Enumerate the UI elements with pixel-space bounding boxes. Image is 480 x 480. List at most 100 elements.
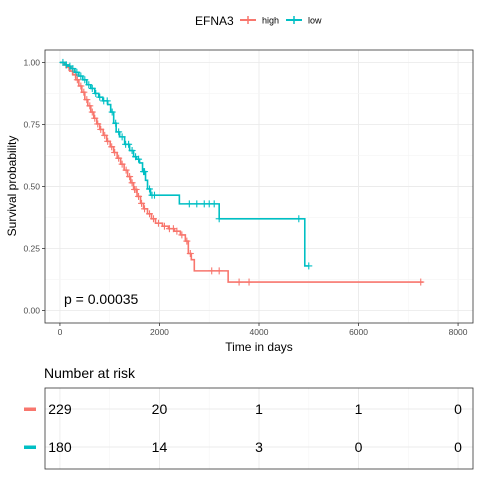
- censor-mark-high: [186, 250, 194, 258]
- censor-mark-high: [135, 192, 143, 200]
- x-tick-label: 4000: [250, 327, 269, 337]
- censor-mark-high: [118, 160, 126, 168]
- p-value-annotation: p = 0.00035: [64, 291, 139, 307]
- legend-title: EFNA3: [195, 14, 234, 28]
- x-tick-label: 8000: [449, 327, 468, 337]
- censor-mark-low: [77, 72, 85, 80]
- censor-mark-high: [91, 114, 99, 122]
- x-axis-ticks: 0 2000 4000 6000 8000: [58, 323, 468, 337]
- risk-table: Number at risk 229 20 1 1 0 180 14 3 0 0: [24, 365, 474, 470]
- censor-mark-high: [141, 205, 149, 213]
- y-tick-label: 0.25: [23, 244, 40, 254]
- risk-table-cells: 229 20 1 1 0 180 14 3 0 0: [24, 401, 462, 455]
- censor-mark-high: [215, 267, 223, 275]
- censor-mark-high: [160, 222, 168, 230]
- risk-row-key-low: [24, 445, 36, 449]
- risk-table-title: Number at risk: [44, 365, 136, 381]
- risk-row-key-high: [24, 407, 36, 411]
- censor-mark-low: [150, 191, 158, 199]
- censor-mark-high: [208, 267, 216, 275]
- y-axis-label: Survival probability: [5, 136, 19, 237]
- censor-mark-high: [80, 88, 88, 96]
- legend-label-low: low: [308, 16, 322, 26]
- x-axis-label: Time in days: [225, 340, 293, 354]
- censor-mark-high: [235, 278, 243, 286]
- y-tick-label: 0.50: [23, 182, 40, 192]
- y-tick-label: 0.00: [23, 306, 40, 316]
- censor-mark-low: [115, 128, 123, 136]
- risk-table-grid: [45, 388, 473, 469]
- censor-mark-low: [185, 200, 193, 208]
- censor-mark-high: [73, 76, 81, 84]
- censor-mark-high: [88, 108, 96, 116]
- x-tick-label: 6000: [349, 327, 368, 337]
- censor-mark-low: [92, 89, 100, 97]
- risk-cell: 3: [255, 439, 263, 455]
- risk-cell: 229: [48, 401, 72, 417]
- censor-mark-low: [141, 168, 149, 176]
- risk-cell: 0: [355, 439, 363, 455]
- censor-mark-low: [112, 119, 120, 127]
- censor-mark-high: [94, 120, 102, 128]
- x-tick-label: 0: [58, 327, 63, 337]
- censor-mark-high: [122, 166, 130, 174]
- risk-cell: 20: [152, 401, 168, 417]
- censor-mark-high: [108, 143, 116, 151]
- risk-table-border: [44, 387, 474, 470]
- censor-mark-low: [62, 61, 70, 69]
- censor-mark-high: [97, 125, 105, 133]
- censor-mark-high: [128, 179, 136, 187]
- censor-mark-high: [101, 131, 109, 139]
- survival-curves: [59, 58, 425, 286]
- censor-mark-high: [86, 102, 94, 110]
- censor-mark-low: [305, 262, 313, 270]
- censor-mark-low: [135, 155, 143, 163]
- censor-mark-high: [83, 96, 91, 104]
- censor-mark-high: [77, 82, 85, 90]
- y-tick-label: 1.00: [23, 57, 40, 67]
- censor-mark-low: [210, 200, 218, 208]
- risk-cell: 1: [355, 401, 363, 417]
- censor-mark-low: [103, 97, 111, 105]
- risk-cell: 0: [454, 401, 462, 417]
- y-tick-label: 0.75: [23, 119, 40, 129]
- censor-mark-high: [245, 278, 253, 286]
- censor-mark-high: [126, 173, 134, 181]
- x-tick-label: 2000: [150, 327, 169, 337]
- censor-mark-low: [118, 133, 126, 141]
- censor-mark-low: [108, 108, 116, 116]
- risk-cell: 0: [454, 439, 462, 455]
- censor-mark-low: [96, 93, 104, 101]
- censor-mark-low: [193, 200, 201, 208]
- censor-mark-low: [73, 68, 81, 76]
- censor-mark-high: [115, 154, 123, 162]
- censor-mark-low: [295, 215, 303, 223]
- censor-mark-high: [417, 278, 425, 286]
- censor-mark-high: [149, 215, 157, 223]
- censor-mark-high: [173, 227, 181, 235]
- censor-mark-low: [81, 76, 89, 84]
- censor-mark-high: [146, 210, 154, 218]
- censor-mark-high: [138, 199, 146, 207]
- censor-mark-low: [128, 147, 136, 155]
- censor-mark-high: [178, 231, 186, 239]
- censor-mark-low: [215, 215, 223, 223]
- censor-mark-low: [125, 140, 133, 148]
- censor-mark-low: [88, 84, 96, 92]
- censor-mark-high: [183, 237, 191, 245]
- censor-mark-high: [104, 137, 112, 145]
- y-axis-ticks: 0.00 0.25 0.50 0.75 1.00: [23, 57, 45, 316]
- risk-cell: 14: [152, 439, 168, 455]
- censor-mark-low: [85, 81, 93, 89]
- censor-mark-low: [146, 185, 154, 193]
- grid-lines: [45, 50, 473, 323]
- censor-mark-high: [111, 148, 119, 156]
- censor-mark-high: [132, 185, 140, 193]
- legend: EFNA3 high low: [195, 14, 322, 28]
- censor-mark-low: [69, 65, 77, 73]
- survival-plot: 0 2000 4000 6000 8000 0.00 0.25 0.50 0.75 1.00 p…: [5, 49, 474, 354]
- risk-cell: 1: [255, 401, 263, 417]
- legend-label-high: high: [262, 16, 279, 26]
- censor-mark-high: [154, 219, 162, 227]
